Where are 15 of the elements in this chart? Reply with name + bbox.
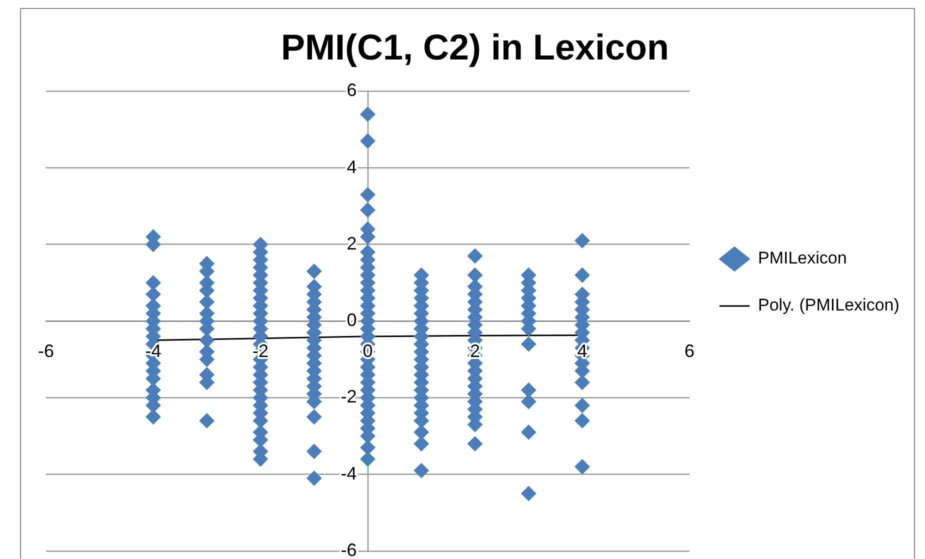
legend-label: Poly. (PMILexicon)	[758, 296, 900, 315]
y-tick-label: -4	[340, 463, 357, 484]
y-tick-label: 2	[346, 233, 357, 254]
legend-label: PMILexicon	[758, 248, 847, 268]
y-tick-label: 0	[346, 310, 357, 330]
chart-title: PMI(C1, C2) in Lexicon	[280, 26, 670, 68]
y-tick-label: -6	[340, 540, 357, 559]
x-tick-label: -6	[38, 341, 54, 362]
y-tick-label: 6	[346, 80, 357, 100]
y-tick-label: 4	[346, 156, 357, 177]
x-tick-label: 2	[470, 341, 480, 362]
x-tick-label: 6	[684, 341, 695, 362]
x-tick-label: 4	[577, 341, 588, 362]
x-tick-label: 0	[362, 341, 373, 362]
y-tick-label: -2	[340, 386, 357, 407]
